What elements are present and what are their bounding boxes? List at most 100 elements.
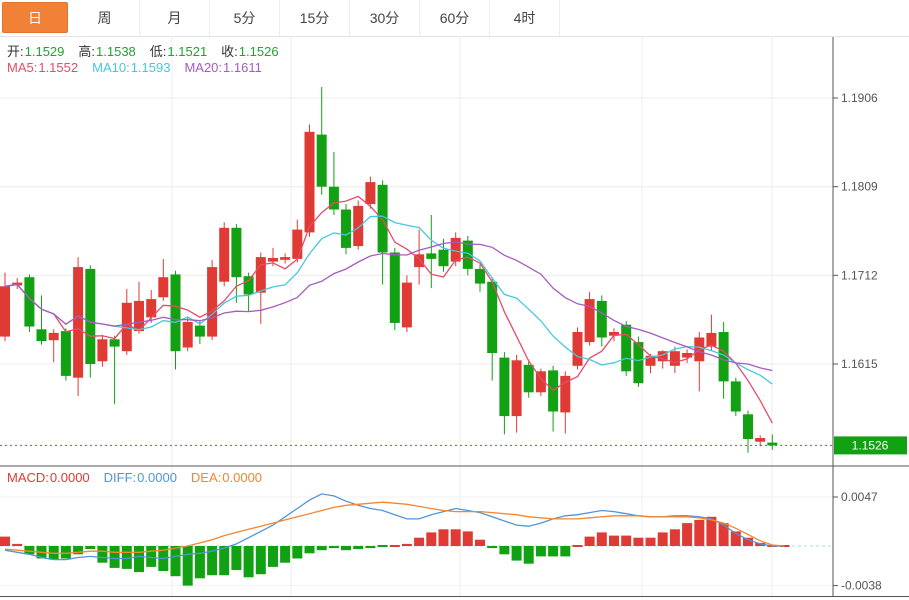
candle-body (207, 267, 218, 337)
macd-bar (548, 546, 559, 557)
macd-bar (243, 546, 254, 578)
candle-body (304, 131, 315, 233)
candle-body (743, 414, 753, 439)
tab-period-2[interactable]: 月 (140, 0, 210, 36)
macd-bar (280, 546, 291, 563)
candle-body (97, 339, 108, 362)
macd-bar (511, 546, 522, 561)
macd-bar (657, 532, 668, 546)
macd-bar (706, 516, 717, 546)
candle-body (255, 257, 266, 293)
macd-bar (85, 546, 96, 550)
candle-body (438, 249, 449, 267)
candle-body (523, 364, 534, 393)
candle-body (158, 277, 169, 298)
candle-body (767, 442, 778, 446)
macd-bar (219, 546, 230, 576)
macd-bar (669, 529, 680, 546)
candle-body (487, 281, 498, 353)
candle-body (475, 268, 485, 284)
macd-axis-label: -0.0038 (841, 579, 882, 593)
candle-body (243, 276, 254, 295)
macd-bar (414, 537, 425, 546)
candle-body (316, 134, 327, 187)
tab-period-7[interactable]: 4时 (490, 0, 560, 36)
candle-body (170, 274, 181, 352)
macd-bar (621, 535, 632, 546)
macd-bar (316, 546, 327, 551)
macd-bar (438, 529, 449, 546)
candle-body (134, 300, 144, 332)
macd-bar (328, 546, 339, 549)
candle-body (60, 331, 71, 376)
macd-bar (718, 523, 729, 546)
macd-bar (560, 546, 571, 557)
macd-bar (207, 546, 218, 576)
macd-bar (694, 519, 705, 546)
macd-bar (292, 546, 303, 559)
candle-body (450, 237, 461, 262)
candle-body (194, 325, 205, 337)
candle-body (182, 322, 193, 348)
candle-body (657, 351, 668, 362)
tab-period-5[interactable]: 30分 (350, 0, 420, 36)
candle-body (48, 332, 59, 341)
candle-body (121, 302, 132, 352)
chart-area[interactable]: 1.1906 1.1809 1.1712 1.1615 0.0047 -0.0038 1.1… (0, 37, 909, 600)
macd-bar (645, 537, 656, 546)
macd-bar (572, 545, 583, 547)
macd-bar (596, 532, 607, 546)
candle-body (268, 258, 278, 262)
candle-body (328, 186, 339, 210)
macd-bar (268, 546, 278, 567)
price-axis-label: 1.1615 (841, 357, 878, 371)
candle-body (401, 282, 412, 328)
candle-body (621, 324, 632, 372)
candle-body (584, 299, 595, 343)
macd-bar (24, 546, 35, 555)
candle-body (511, 360, 522, 417)
candle-body (85, 268, 96, 364)
candle-body (596, 300, 607, 338)
macd-bar (377, 545, 388, 547)
ma5-line (4, 195, 773, 424)
macd-bar (523, 546, 534, 564)
tab-period-1[interactable]: 周 (70, 0, 140, 36)
tab-period-4[interactable]: 15分 (280, 0, 350, 36)
candle-body (462, 240, 473, 269)
macd-bar (304, 546, 315, 554)
candle-body (535, 371, 546, 393)
macd-bar (97, 546, 108, 563)
macd-bar (426, 532, 437, 546)
price-axis-label: 1.1809 (841, 180, 878, 194)
candle-body (0, 286, 10, 337)
tab-period-6[interactable]: 60分 (420, 0, 490, 36)
last-price-badge-label: 1.1526 (852, 438, 889, 452)
macd-bar (341, 546, 351, 551)
macd-bar (109, 546, 120, 568)
macd-bar (389, 545, 400, 547)
candle-body (499, 357, 510, 417)
candle-body (341, 209, 351, 248)
candle-body (426, 253, 437, 259)
macd-bar (584, 536, 595, 546)
tab-period-0[interactable]: 日 (2, 2, 68, 33)
candle-body (669, 351, 680, 366)
macd-bar (475, 539, 485, 546)
candle-body (718, 332, 729, 382)
macd-bar (633, 537, 644, 546)
candle-body (280, 257, 291, 260)
period-tab-bar: 日周月 5分 15分 30分 60分 4时 (0, 0, 909, 37)
price-axis-label: 1.1906 (841, 91, 878, 105)
macd-bar (401, 543, 412, 546)
candle-body (414, 254, 425, 268)
candle-body (572, 332, 583, 366)
macd-bar (353, 546, 364, 550)
tab-period-3[interactable]: 5分 (210, 0, 280, 36)
macd-bar (134, 546, 144, 573)
macd-bar (255, 546, 266, 575)
candle-body (755, 438, 766, 442)
macd-axis-label: 0.0047 (841, 490, 878, 504)
macd-bar (231, 546, 242, 570)
